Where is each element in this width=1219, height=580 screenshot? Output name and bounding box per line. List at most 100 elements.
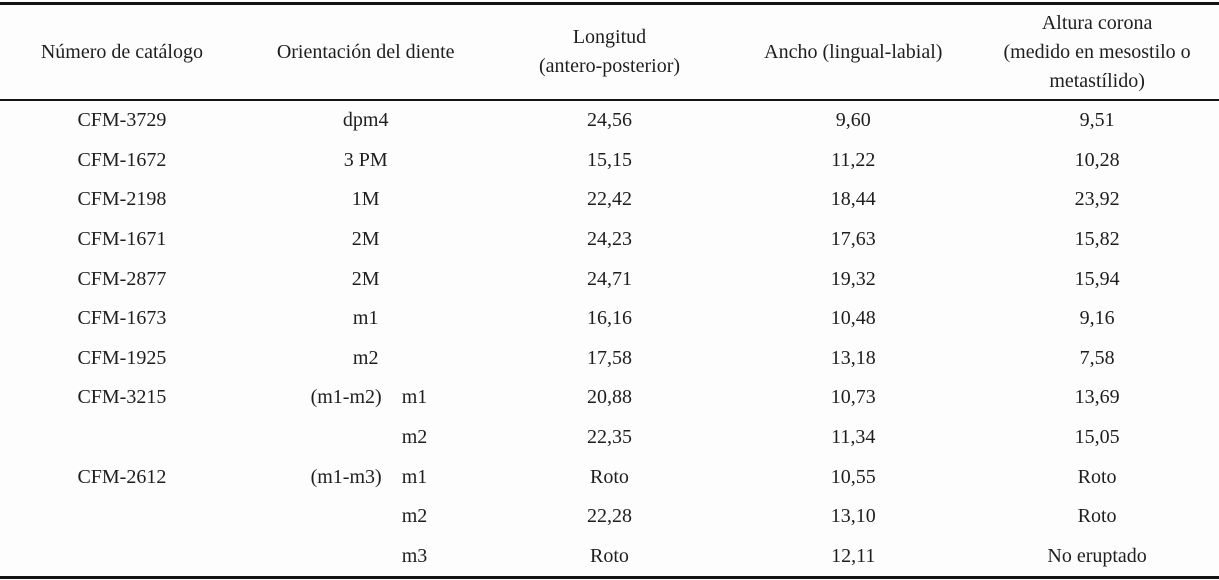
cell-orientacion: dpm4 [342, 109, 389, 132]
orientation-group-prefix: (m1-m3) [310, 465, 382, 488]
cell-longitud: 15,15 [586, 148, 632, 171]
cell-orientacion: m2 [244, 418, 488, 458]
cell-longitud: 22,35 [586, 426, 632, 449]
cell-ancho: 11,22 [831, 148, 876, 171]
cell-longitud: 16,16 [586, 307, 632, 330]
cell-catalogo: CFM-3215 [77, 386, 167, 409]
header-line: Altura corona [1041, 11, 1153, 34]
header-line: Longitud [572, 26, 647, 48]
table-header-row: Número de catálogo Orientación del dient… [0, 3, 1219, 101]
table-row: CFM-2198 1M 22,42 18,44 23,92 [0, 180, 1219, 220]
cell-catalogo: CFM-3729 [77, 109, 167, 132]
table-body: CFM-3729 dpm4 24,56 9,60 9,51 CFM-1672 3… [0, 100, 1219, 578]
cell-orientacion: m1 [352, 307, 379, 330]
header-line: Ancho (lingual-labial) [764, 40, 943, 63]
col-header-altura-corona: Altura corona (medido en mesostilo o met… [975, 3, 1219, 101]
cell-altura: 15,05 [1074, 426, 1120, 449]
table-row: CFM-3729 dpm4 24,56 9,60 9,51 [0, 100, 1219, 141]
cell-catalogo: CFM-2198 [77, 188, 167, 211]
cell-ancho: 17,63 [830, 228, 876, 251]
col-header-longitud: Longitud (antero-posterior) [487, 3, 732, 101]
cell-catalogo [0, 537, 244, 578]
orientation-compound: m2 [244, 505, 488, 528]
cell-longitud: 22,28 [586, 505, 632, 528]
cell-orientacion: (m1-m2) m1 [244, 378, 488, 418]
orientation-tooth: m3 [401, 544, 428, 567]
table-row: CFM-1672 3 PM 15,15 11,22 10,28 [0, 141, 1219, 181]
cell-catalogo: CFM-1673 [77, 307, 167, 330]
cell-catalogo: CFM-2877 [77, 267, 167, 290]
cell-catalogo: CFM-2612 [77, 465, 167, 488]
cell-longitud: Roto [590, 544, 629, 567]
table-row: CFM-1925 m2 17,58 13,18 7,58 [0, 339, 1219, 379]
header-line: (medido en mesostilo o [1003, 40, 1191, 63]
cell-ancho: 19,32 [830, 267, 876, 290]
cell-ancho: 12,11 [831, 544, 876, 567]
table-row: CFM-1673 m1 16,16 10,48 9,16 [0, 299, 1219, 339]
orientation-group-prefix: (m1-m2) [310, 386, 382, 409]
cell-ancho: 11,34 [831, 426, 876, 449]
table-row: CFM-2612 (m1-m3) m1 Roto 10,55 Roto [0, 457, 1219, 497]
cell-altura: No eruptado [1047, 544, 1147, 567]
cell-ancho: 10,48 [830, 307, 876, 330]
cell-orientacion: 2M [351, 267, 380, 290]
cell-catalogo: CFM-1925 [77, 346, 167, 369]
cell-altura: Roto [1077, 465, 1117, 488]
cell-ancho: 13,10 [830, 505, 876, 528]
header-line: (antero-posterior) [538, 55, 681, 77]
orientation-tooth: m1 [401, 465, 428, 488]
cell-longitud: 20,88 [586, 386, 632, 409]
cell-longitud: 22,42 [586, 188, 632, 211]
cell-longitud: 17,58 [586, 346, 632, 369]
cell-altura: 10,28 [1074, 148, 1120, 171]
cell-altura: 23,92 [1074, 188, 1120, 211]
table-row: CFM-2877 2M 24,71 19,32 15,94 [0, 259, 1219, 299]
cell-altura: 9,51 [1079, 109, 1115, 132]
orientation-compound: (m1-m2) m1 [244, 386, 488, 409]
table-row: CFM-3215 (m1-m2) m1 20,88 10,73 13,69 [0, 378, 1219, 418]
cell-orientacion: m2 [352, 346, 379, 369]
cell-longitud: 24,71 [586, 267, 632, 290]
orientation-compound: (m1-m3) m1 [244, 466, 488, 489]
cell-altura: 13,69 [1074, 386, 1120, 409]
cell-orientacion: 3 PM [343, 148, 388, 171]
cell-ancho: 10,55 [830, 465, 876, 488]
header-line: Orientación del diente [276, 40, 455, 63]
cell-longitud: 24,56 [586, 109, 632, 132]
col-header-orientacion-diente: Orientación del diente [243, 3, 488, 101]
orientation-tooth: m1 [401, 386, 428, 409]
cell-orientacion: (m1-m3) m1 [244, 457, 488, 497]
cell-altura: 7,58 [1079, 346, 1115, 369]
orientation-compound: m2 [244, 426, 488, 449]
cell-orientacion: m3 [244, 537, 488, 578]
cell-catalogo: CFM-1672 [77, 148, 167, 171]
cell-altura: Roto [1077, 505, 1117, 528]
table-header: Número de catálogo Orientación del dient… [0, 3, 1219, 101]
cell-altura: 9,16 [1079, 307, 1115, 330]
table-row: CFM-1671 2M 24,23 17,63 15,82 [0, 220, 1219, 260]
table-row: m2 22,35 11,34 15,05 [0, 418, 1219, 458]
orientation-compound: m3 [244, 545, 488, 568]
cell-catalogo [0, 497, 244, 537]
cell-altura: 15,82 [1074, 228, 1120, 251]
cell-orientacion: m2 [244, 497, 488, 537]
cell-ancho: 13,18 [830, 346, 876, 369]
cell-ancho: 9,60 [835, 109, 871, 132]
orientation-tooth: m2 [401, 426, 428, 449]
cell-ancho: 18,44 [830, 188, 876, 211]
col-header-ancho: Ancho (lingual-labial) [731, 3, 976, 101]
cell-ancho: 10,73 [830, 386, 876, 409]
table-row: m3 Roto 12,11 No eruptado [0, 537, 1219, 578]
cell-catalogo [0, 418, 244, 458]
col-header-numero-catalogo: Número de catálogo [0, 3, 244, 101]
table-row: m2 22,28 13,10 Roto [0, 497, 1219, 537]
cell-altura: 15,94 [1074, 267, 1120, 290]
header-line: Número de catálogo [40, 40, 203, 63]
cell-orientacion: 2M [351, 228, 380, 251]
orientation-tooth: m2 [401, 505, 428, 528]
cell-orientacion: 1M [351, 188, 380, 211]
cell-catalogo: CFM-1671 [77, 228, 167, 251]
cell-longitud: Roto [590, 465, 629, 488]
cell-longitud: 24,23 [586, 228, 632, 251]
